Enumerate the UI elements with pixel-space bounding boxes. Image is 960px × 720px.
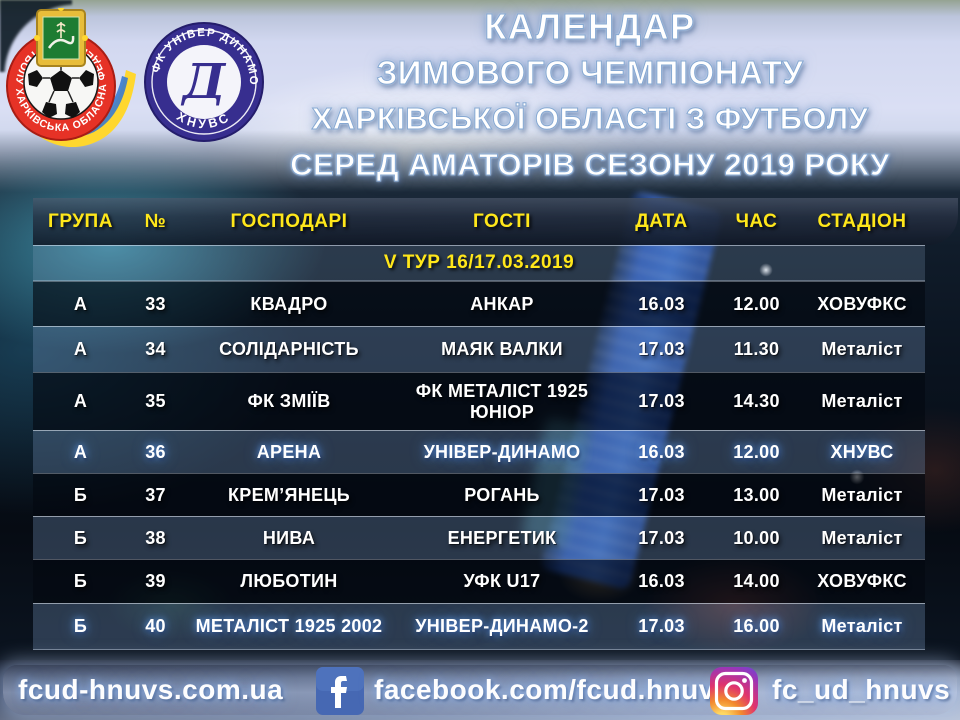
- cell-guest: УНІВЕР-ДИНАМО-2: [415, 616, 589, 637]
- round-label-row: V ТУР 16/17.03.2019: [33, 245, 925, 281]
- club-inner-circle: [167, 45, 241, 119]
- col-header-guest: ГОСТІ: [473, 210, 531, 232]
- title-line-2: ЗИМОВОГО ЧЕМПІОНАТУ: [278, 50, 902, 96]
- cell-time: 10.00: [733, 527, 780, 548]
- cell-home: МЕТАЛІСТ 1925 2002: [195, 616, 383, 637]
- table-row: Б 38 НИВА ЕНЕРГЕТИК 17.03 10.00 Металіст: [33, 516, 925, 559]
- cell-guest: ФК МЕТАЛІСТ 1925 ЮНІОР: [415, 380, 589, 422]
- col-header-home: ГОСПОДАРІ: [230, 210, 348, 232]
- table-row: А 34 СОЛІДАРНІСТЬ МАЯК ВАЛКИ 17.03 11.30…: [33, 326, 925, 372]
- round-label: V ТУР 16/17.03.2019: [383, 252, 575, 273]
- cell-home: ЛЮБОТИН: [240, 571, 338, 592]
- cell-stadium: Металіст: [821, 484, 903, 505]
- cell-stadium: ХНУВС: [830, 441, 894, 462]
- col-header-group: ГРУПА: [48, 210, 113, 232]
- cell-guest: УНІВЕР-ДИНАМО: [423, 441, 581, 462]
- cell-stadium: Металіст: [821, 616, 903, 637]
- website-link[interactable]: fcud-hnuvs.com.ua: [18, 674, 284, 705]
- cell-time: 11.30: [733, 339, 780, 360]
- cell-date: 17.03: [638, 616, 685, 637]
- instagram-link[interactable]: fc_ud_hnuvs: [772, 674, 951, 705]
- fc-univer-dynamo-khnuvs-logo: Д ФК УНІВЕР ДИНАМО ХНУВС: [144, 22, 264, 142]
- cell-number: 40: [145, 616, 166, 637]
- cell-guest: УФК U17: [463, 571, 541, 592]
- cell-guest: РОГАНЬ: [464, 484, 540, 505]
- footer-bar: fcud-hnuvs.com.ua facebook.com/fcud.hnuv…: [0, 660, 960, 720]
- cell-group: Б: [73, 527, 88, 548]
- table-header-row: ГРУПА № ГОСПОДАРІ ГОСТІ ДАТА ЧАС СТАДІОН: [33, 198, 925, 245]
- cell-number: 38: [145, 527, 166, 548]
- col-header-time: ЧАС: [735, 210, 778, 232]
- cell-group: Б: [73, 484, 88, 505]
- cell-date: 16.03: [638, 293, 685, 314]
- table-row: Б 39 ЛЮБОТИН УФК U17 16.03 14.00 ХОВУФКС: [33, 559, 925, 603]
- cell-time: 13.00: [733, 484, 780, 505]
- table-row: А 35 ФК ЗМІЇВ ФК МЕТАЛІСТ 1925 ЮНІОР 17.…: [33, 372, 925, 430]
- cell-group: А: [73, 339, 88, 360]
- cell-number: 37: [145, 484, 166, 505]
- cell-guest: ЕНЕРГЕТИК: [447, 527, 557, 548]
- cell-number: 39: [145, 571, 166, 592]
- schedule-table: ГРУПА № ГОСПОДАРІ ГОСТІ ДАТА ЧАС СТАДІОН…: [33, 198, 958, 650]
- cell-stadium: Металіст: [821, 391, 903, 412]
- cell-number: 33: [145, 293, 166, 314]
- kharkiv-crest: [34, 8, 88, 67]
- col-header-stadium: СТАДІОН: [817, 210, 907, 232]
- cell-number: 34: [145, 339, 166, 360]
- cell-time: 16.00: [733, 616, 780, 637]
- cell-time: 12.00: [733, 293, 780, 314]
- cell-home: КРЕМ’ЯНЕЦЬ: [227, 484, 351, 505]
- cell-time: 14.30: [733, 391, 780, 412]
- cell-group: Б: [73, 571, 88, 592]
- cell-date: 16.03: [638, 571, 685, 592]
- footer-glow-strip: [3, 665, 957, 715]
- table-row-highlighted: Б 40 МЕТАЛІСТ 1925 2002 УНІВЕР-ДИНАМО-2 …: [33, 603, 925, 650]
- table-header-band: [33, 198, 958, 245]
- club-monogram: Д: [181, 54, 227, 110]
- instagram-icon[interactable]: [710, 667, 758, 715]
- cell-group: А: [73, 293, 88, 314]
- facebook-icon[interactable]: [316, 667, 364, 715]
- cell-stadium: Металіст: [821, 527, 903, 548]
- cell-time: 14.00: [733, 571, 780, 592]
- poster-title: КАЛЕНДАР ЗИМОВОГО ЧЕМПІОНАТУ ХАРКІВСЬКОЇ…: [278, 4, 902, 188]
- cell-group: А: [73, 391, 88, 412]
- title-line-4: СЕРЕД АМАТОРІВ СЕЗОНУ 2019 РОКУ: [278, 142, 902, 188]
- cell-number: 36: [145, 441, 166, 462]
- cell-stadium: ХОВУФКС: [817, 571, 907, 592]
- table-row: А 33 КВАДРО АНКАР 16.03 12.00 ХОВУФКС: [33, 281, 925, 326]
- cell-stadium: Металіст: [821, 339, 903, 360]
- club-thin-ring: [151, 29, 257, 135]
- cell-date: 17.03: [638, 339, 685, 360]
- cell-home: НИВА: [262, 527, 316, 548]
- cell-group: Б: [73, 616, 88, 637]
- table-row-highlighted: А 36 АРЕНА УНІВЕР-ДИНАМО 16.03 12.00 ХНУ…: [33, 430, 925, 473]
- cell-number: 35: [145, 391, 166, 412]
- col-header-date: ДАТА: [635, 210, 688, 232]
- cell-date: 16.03: [638, 441, 685, 462]
- facebook-link[interactable]: facebook.com/fcud.hnuvs: [374, 674, 731, 705]
- cell-date: 17.03: [638, 391, 685, 412]
- cell-home: КВАДРО: [250, 293, 328, 314]
- cell-home: СОЛІДАРНІСТЬ: [219, 339, 359, 360]
- table-row: Б 37 КРЕМ’ЯНЕЦЬ РОГАНЬ 17.03 13.00 Метал…: [33, 473, 925, 516]
- cell-date: 17.03: [638, 527, 685, 548]
- title-line-3: ХАРКІВСЬКОЇ ОБЛАСТІ З ФУТБОЛУ: [278, 96, 902, 142]
- cell-home: АРЕНА: [256, 441, 322, 462]
- cell-guest: МАЯК ВАЛКИ: [441, 339, 563, 360]
- cell-stadium: ХОВУФКС: [817, 293, 907, 314]
- cell-group: А: [73, 441, 88, 462]
- cell-guest: АНКАР: [470, 293, 534, 314]
- cell-date: 17.03: [638, 484, 685, 505]
- title-line-1: КАЛЕНДАР: [278, 4, 902, 50]
- kharkiv-federation-logo: ХАРКІВСЬКА ОБЛАСНА ФЕДЕРАЦІЯ ФУТБОЛУ: [6, 8, 136, 148]
- col-header-number: №: [144, 210, 167, 232]
- cell-time: 12.00: [733, 441, 780, 462]
- cell-home: ФК ЗМІЇВ: [247, 391, 331, 412]
